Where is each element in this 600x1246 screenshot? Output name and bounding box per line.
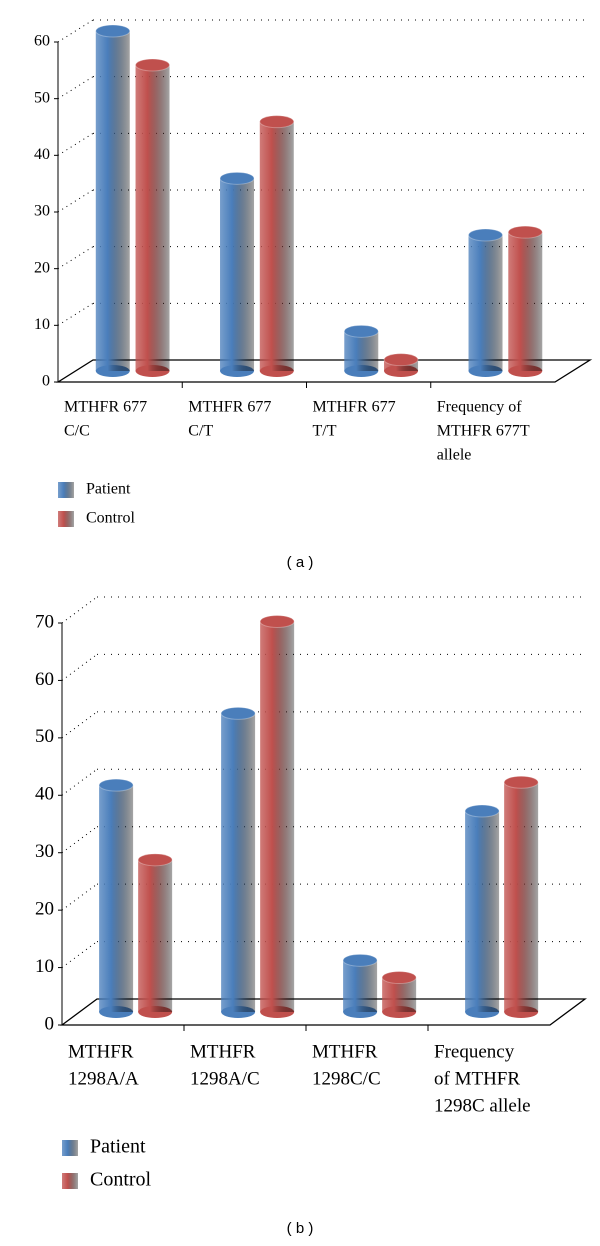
bar — [99, 785, 134, 1012]
y-tick-label: 20 — [35, 899, 54, 920]
bar — [135, 65, 170, 371]
x-tick-label: 1298A/A — [68, 1068, 139, 1089]
x-tick-label: 1298C allele — [434, 1095, 531, 1116]
legend-swatch — [58, 511, 74, 527]
x-tick-label: MTHFR — [190, 1041, 256, 1062]
x-tick-label: MTHFR 677 — [313, 399, 396, 416]
y-tick-label: 0 — [42, 373, 50, 390]
bar — [259, 121, 294, 372]
bar-top — [220, 706, 256, 720]
bar-top — [259, 115, 295, 129]
x-tick-label: MTHFR — [68, 1041, 134, 1062]
y-tick-label: 0 — [45, 1013, 55, 1034]
bar-top — [468, 228, 504, 242]
x-tick-label: Frequency of — [437, 399, 523, 416]
y-tick-label: 30 — [35, 841, 54, 862]
bar — [220, 178, 255, 371]
bar-top — [137, 853, 173, 867]
x-tick-label: 1298C/C — [312, 1068, 381, 1089]
grid-line — [57, 19, 94, 43]
bar-top — [343, 324, 379, 338]
bar — [508, 232, 543, 371]
y-tick-label: 50 — [35, 726, 54, 747]
x-tick-label: allele — [437, 447, 472, 464]
bar — [343, 960, 378, 1012]
bar — [468, 235, 503, 371]
y-tick-label: 40 — [34, 146, 50, 163]
caption: ( a ) — [287, 554, 314, 571]
x-tick-label: of MTHFR — [434, 1068, 520, 1089]
bar-top — [381, 971, 417, 985]
bar — [260, 621, 295, 1012]
x-tick-label: MTHFR — [312, 1041, 378, 1062]
floor — [55, 359, 593, 383]
bar — [344, 331, 379, 371]
bar — [504, 782, 539, 1012]
grid-line — [57, 302, 94, 326]
grid-line — [57, 189, 94, 213]
grid-line — [57, 246, 94, 270]
y-tick-label: 30 — [34, 203, 50, 220]
bar — [138, 859, 173, 1012]
x-tick-label: MTHFR 677 — [188, 399, 271, 416]
x-tick-label: MTHFR 677T — [437, 423, 530, 440]
x-tick-label: T/T — [313, 423, 337, 440]
legend-swatch — [62, 1140, 78, 1156]
floor — [60, 998, 587, 1026]
legend-label: Patient — [86, 481, 131, 498]
y-tick-label: 50 — [34, 89, 50, 106]
grid-line — [57, 132, 94, 156]
caption: ( b ) — [287, 1220, 314, 1237]
bar-top — [95, 24, 131, 38]
y-tick-label: 20 — [34, 259, 50, 276]
grid-line — [57, 76, 94, 100]
legend-swatch — [58, 482, 74, 498]
x-tick-label: 1298A/C — [190, 1068, 260, 1089]
x-tick-label: MTHFR 677 — [64, 399, 147, 416]
bar-top — [98, 778, 134, 792]
y-tick-label: 40 — [35, 784, 54, 805]
bar-top — [503, 775, 539, 789]
legend-label: Control — [90, 1169, 152, 1191]
y-tick-label: 10 — [35, 956, 54, 977]
y-tick-label: 60 — [34, 33, 50, 50]
legend-label: Patient — [90, 1136, 146, 1158]
bar-top — [259, 614, 295, 628]
bar — [95, 31, 130, 371]
y-tick-label: 60 — [35, 669, 54, 690]
bar — [221, 713, 256, 1012]
y-tick-label: 70 — [35, 611, 54, 632]
x-tick-label: Frequency — [434, 1041, 515, 1062]
bar-top — [135, 58, 171, 72]
bar-top — [383, 353, 419, 367]
bar-top — [464, 804, 500, 818]
legend-label: Control — [86, 510, 135, 527]
bar-top — [507, 225, 543, 239]
bar-top — [342, 953, 378, 967]
x-tick-label: C/T — [188, 423, 213, 440]
bar-top — [219, 171, 255, 185]
bar — [465, 811, 500, 1012]
legend-swatch — [62, 1173, 78, 1189]
y-tick-label: 10 — [34, 316, 50, 333]
x-tick-label: C/C — [64, 423, 90, 440]
